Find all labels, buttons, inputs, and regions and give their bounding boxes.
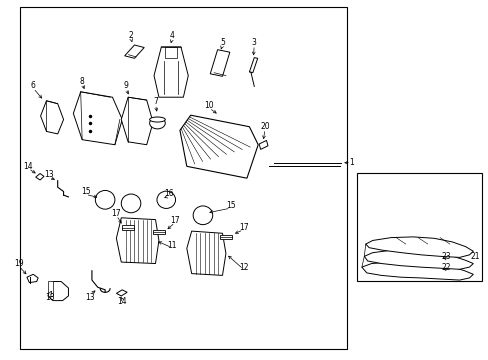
Polygon shape <box>41 101 63 134</box>
Polygon shape <box>73 92 122 145</box>
Text: 6: 6 <box>31 81 36 90</box>
Bar <box>356 173 481 281</box>
Ellipse shape <box>121 194 141 213</box>
Polygon shape <box>361 262 472 280</box>
Circle shape <box>149 117 165 129</box>
Text: 15: 15 <box>225 202 235 210</box>
Text: 3: 3 <box>251 38 256 47</box>
Polygon shape <box>249 58 257 73</box>
Ellipse shape <box>193 206 212 225</box>
Polygon shape <box>210 50 229 76</box>
Text: 12: 12 <box>238 263 248 271</box>
Text: 5: 5 <box>220 38 224 47</box>
Text: 13: 13 <box>44 170 54 179</box>
Text: 14: 14 <box>117 297 127 306</box>
Text: 1: 1 <box>348 158 353 167</box>
Polygon shape <box>180 115 258 178</box>
Text: 11: 11 <box>167 241 177 250</box>
Text: 22: 22 <box>440 263 450 271</box>
Text: 17: 17 <box>170 216 180 225</box>
Polygon shape <box>122 225 134 230</box>
Text: 16: 16 <box>163 189 173 198</box>
Polygon shape <box>220 235 231 239</box>
Polygon shape <box>48 282 68 301</box>
Polygon shape <box>165 47 177 58</box>
Bar <box>20 7 346 349</box>
Text: 10: 10 <box>204 100 214 109</box>
Ellipse shape <box>149 117 165 122</box>
Text: 2: 2 <box>128 31 133 40</box>
Text: 14: 14 <box>23 162 33 171</box>
Polygon shape <box>364 250 472 269</box>
Polygon shape <box>259 140 267 149</box>
Polygon shape <box>27 274 38 283</box>
Text: 19: 19 <box>14 259 23 268</box>
Text: 18: 18 <box>45 292 55 302</box>
Polygon shape <box>153 230 164 234</box>
Polygon shape <box>154 47 188 97</box>
Text: 7: 7 <box>153 97 158 106</box>
Ellipse shape <box>157 191 175 208</box>
Text: 13: 13 <box>85 292 95 302</box>
Text: 17: 17 <box>111 209 121 217</box>
Polygon shape <box>121 97 153 145</box>
Polygon shape <box>116 290 127 296</box>
Polygon shape <box>365 237 472 257</box>
Polygon shape <box>48 281 53 296</box>
Text: 9: 9 <box>123 81 128 90</box>
Text: 8: 8 <box>80 77 84 85</box>
Text: 4: 4 <box>169 31 174 40</box>
Text: 20: 20 <box>260 122 269 131</box>
Polygon shape <box>186 231 225 275</box>
Text: 15: 15 <box>81 187 90 196</box>
Text: 17: 17 <box>238 223 248 232</box>
Polygon shape <box>124 45 144 58</box>
Polygon shape <box>36 174 44 180</box>
Text: 21: 21 <box>469 252 479 261</box>
Polygon shape <box>116 218 159 264</box>
Ellipse shape <box>95 190 115 209</box>
Text: 23: 23 <box>440 252 450 261</box>
